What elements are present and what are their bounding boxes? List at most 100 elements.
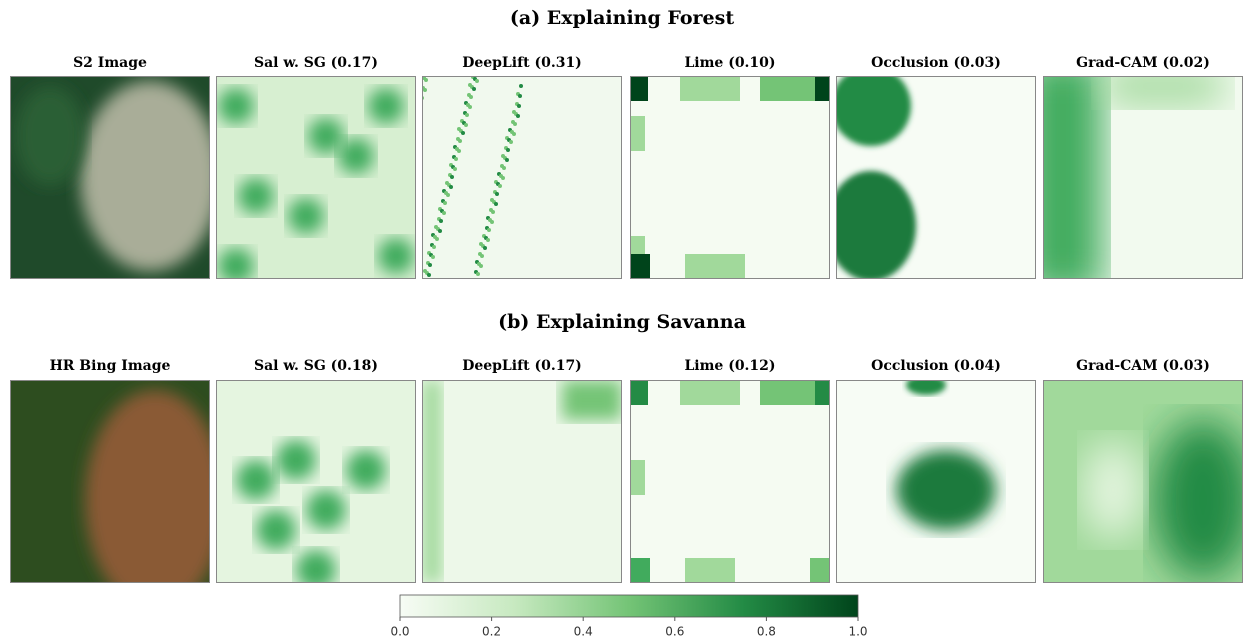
heat-dot [431,255,435,259]
heat-block [680,76,740,101]
heat-block [630,116,645,151]
panel-image [216,76,416,284]
panel-label: HR Bing Image [50,358,171,374]
section-title: (a) Explaining Forest [510,7,734,29]
heat-blob [236,460,276,500]
heat-blob [338,138,374,174]
heat-dot [469,95,473,99]
heat-dot [461,131,465,135]
panel-label: S2 Image [73,55,147,71]
heat-dot [505,158,509,162]
panel-label: Grad-CAM (0.03) [1076,358,1210,374]
heat-dot [479,264,483,268]
heat-dot [501,176,505,180]
heat-dot [439,219,443,223]
colorbar-tick-label: 0.0 [390,625,409,639]
heat-block [810,558,830,583]
heat-blob [218,88,254,124]
heat-dot [454,157,458,161]
panel-image [1043,380,1244,583]
panel-image [10,380,225,610]
heat-block [680,380,740,405]
heat-dot [480,254,484,258]
heat-blob [1103,66,1223,106]
heat-block [630,76,648,101]
panel-image [216,380,416,590]
panel-label: Sal w. SG (0.18) [254,358,378,374]
figure: (a) Explaining Forest (b) Explaining Sav… [0,0,1244,640]
heat-block [630,254,650,279]
heat-dot [449,185,453,189]
heat-dot [472,87,476,91]
heat-blob [368,88,404,124]
heat-block [630,558,650,583]
heat-blob [831,66,911,146]
panel-image [422,380,622,583]
panel-label: Lime (0.12) [684,358,775,374]
heat-blob [238,178,274,214]
heat-blob [346,450,386,490]
heat-dot [446,193,450,197]
heat-dot [513,122,517,126]
heat-dot [512,132,516,136]
heat-dot [442,211,446,215]
heat-dot [491,210,495,214]
heat-dot [453,167,457,171]
heat-blob [896,450,996,530]
panel-label: Occlusion (0.03) [871,55,1001,71]
heat-dot [502,166,506,170]
heat-blob [276,440,316,480]
panel-label: Lime (0.10) [684,55,775,71]
heat-blob [826,171,916,281]
heat-dot [465,113,469,117]
panel-image [420,74,622,279]
heat-block [630,236,645,254]
colorbar-tick-label: 0.4 [574,625,593,639]
heat-bg [630,76,830,279]
panel-image [1023,56,1243,296]
panel-label: Grad-CAM (0.02) [1076,55,1210,71]
heat-dot [486,238,490,242]
heat-dot [427,273,431,277]
heat-dot [506,148,510,152]
colorbar [400,595,858,617]
heat-block [630,380,648,405]
heat-block [760,380,815,405]
heat-dot [495,192,499,196]
heat-dot [517,104,521,108]
heat-dot [519,84,523,88]
heat-blob [562,380,622,420]
panel-label: DeepLift (0.31) [462,55,582,71]
heat-dot [487,228,491,232]
panel-label: Sal w. SG (0.17) [254,55,378,71]
panel-image [630,380,830,583]
heat-blob [906,375,946,395]
heat-dot [438,229,442,233]
heat-dot [443,201,447,205]
panel-label: DeepLift (0.17) [462,358,582,374]
colorbar-tick-label: 0.2 [482,625,501,639]
heat-block [815,76,830,101]
heat-dot [475,79,479,83]
heat-dot [458,139,462,143]
heat-dot [476,272,480,276]
heat-blob [256,510,296,550]
heat-blob [1083,440,1143,540]
heat-dot [518,94,522,98]
heat-blob [296,550,336,590]
panel-image [630,76,830,279]
heat-block [815,380,830,405]
image-area [80,81,220,271]
heat-dot [432,245,436,249]
heat-blob [288,198,324,234]
heat-dot [464,123,468,127]
heat-dot [494,202,498,206]
colorbar-tick-label: 0.6 [665,625,684,639]
panel-image [826,66,1036,281]
heat-block [630,460,645,495]
section-title: (b) Explaining Savanna [498,311,746,333]
image-area [85,390,225,610]
heat-block [685,558,735,583]
heat-dot [423,88,427,92]
heat-dot [490,220,494,224]
